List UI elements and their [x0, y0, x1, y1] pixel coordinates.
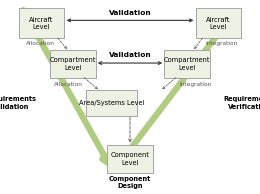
- Text: Requirements
Verification: Requirements Verification: [224, 96, 260, 110]
- Text: Area/Systems Level: Area/Systems Level: [79, 100, 145, 106]
- Text: Component
Design: Component Design: [109, 176, 151, 189]
- Text: Requirements
Validation: Requirements Validation: [0, 96, 36, 110]
- FancyBboxPatch shape: [19, 8, 64, 38]
- Text: Component
Level: Component Level: [110, 152, 150, 166]
- FancyBboxPatch shape: [86, 90, 137, 116]
- Text: Compartment
Level: Compartment Level: [50, 57, 96, 71]
- Text: Validation: Validation: [109, 52, 151, 58]
- Text: Integration: Integration: [179, 82, 212, 87]
- Text: Aircraft
Level: Aircraft Level: [206, 16, 231, 30]
- FancyBboxPatch shape: [196, 8, 241, 38]
- FancyBboxPatch shape: [164, 50, 210, 78]
- FancyArrowPatch shape: [99, 62, 161, 64]
- Text: Integration: Integration: [205, 41, 238, 46]
- Text: Allocation: Allocation: [54, 82, 83, 87]
- Text: Compartment
Level: Compartment Level: [164, 57, 210, 71]
- FancyBboxPatch shape: [50, 50, 96, 78]
- Text: Allocation: Allocation: [26, 41, 55, 46]
- Text: Validation: Validation: [109, 10, 151, 16]
- FancyArrowPatch shape: [68, 19, 192, 22]
- Text: Aircraft
Level: Aircraft Level: [29, 16, 54, 30]
- FancyBboxPatch shape: [107, 145, 153, 173]
